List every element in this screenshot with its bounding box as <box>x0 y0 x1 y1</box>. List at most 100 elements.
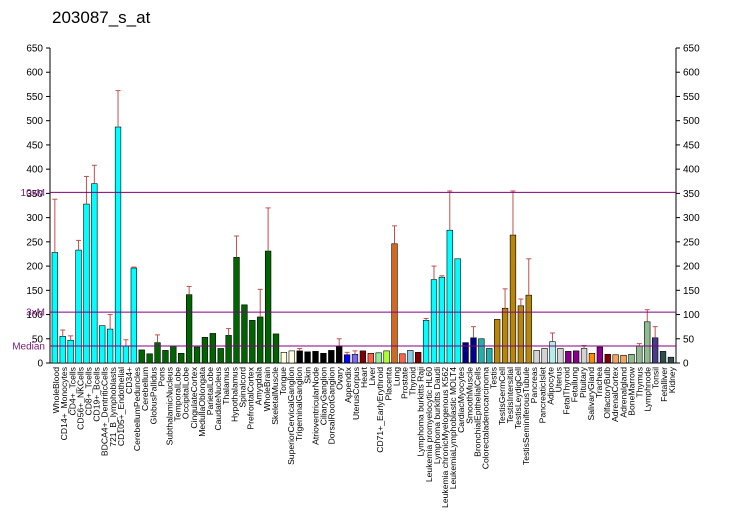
y-tick-label-left: 250 <box>26 237 43 248</box>
category-label: Cerebellum <box>140 367 150 411</box>
bar <box>415 352 422 364</box>
bar <box>146 353 153 364</box>
category-label: PancreaticIslet <box>537 366 547 423</box>
bar <box>320 353 327 364</box>
category-label: Prostate <box>400 367 410 399</box>
bar <box>351 353 359 364</box>
category-label: Thyroid <box>408 367 418 396</box>
bar <box>446 229 453 364</box>
y-tick-label-left: 600 <box>26 68 43 79</box>
reference-line-label: 3xM <box>26 308 45 319</box>
bar <box>343 354 351 364</box>
category-label: Spinalcord <box>237 367 247 408</box>
y-tick-label-left: 0 <box>37 359 43 370</box>
y-tick-label-left: 450 <box>26 140 43 151</box>
y-tick-label-right: 600 <box>683 68 700 79</box>
category-label: Testis <box>489 367 499 389</box>
bar <box>486 348 493 364</box>
y-tick-label-right: 550 <box>683 92 700 103</box>
category-label: CD34+ <box>124 367 134 394</box>
bar <box>114 126 122 364</box>
bar <box>178 353 185 364</box>
bar <box>430 279 438 364</box>
category-label: AdrenalCortex <box>610 366 620 422</box>
bar <box>462 342 469 364</box>
bar <box>620 354 627 364</box>
bar <box>336 345 343 364</box>
bar <box>67 339 74 364</box>
bar <box>209 333 216 364</box>
bar <box>612 354 619 364</box>
bar <box>328 350 335 364</box>
bar <box>312 351 319 364</box>
bar <box>241 304 248 364</box>
category-label: MedullaOblongata <box>197 367 207 437</box>
bar <box>185 294 193 364</box>
bar <box>304 351 311 364</box>
bar <box>470 337 477 364</box>
category-label: TestisSeminiferousTubule <box>521 367 531 465</box>
y-tick-label-right: 100 <box>683 310 700 321</box>
bar <box>438 276 446 364</box>
bar <box>549 341 556 364</box>
category-label: CardiacMyocytes <box>456 367 466 433</box>
bar <box>217 348 224 364</box>
category-label: TrigeminalGanglion <box>294 367 304 441</box>
category-label: CaudateNucleus <box>213 367 223 431</box>
category-label: CD19+_Bcells <box>92 367 102 422</box>
bar <box>636 345 643 364</box>
y-tick-label-right: 400 <box>683 165 700 176</box>
bar <box>604 353 611 364</box>
bar <box>367 353 374 364</box>
category-label: Lymphnode <box>643 367 653 412</box>
category-label: Amygdala <box>254 367 264 405</box>
category-label: TestisLeydigCell <box>513 367 523 429</box>
bar <box>257 316 264 364</box>
category-label: GlobusPallidus <box>148 367 158 424</box>
category-label: Adipocyte <box>545 367 555 405</box>
category-label: CingulateCortex <box>189 366 199 428</box>
bar <box>193 346 201 364</box>
category-label: CD8+_Tcells <box>83 367 93 415</box>
bar <box>59 336 66 364</box>
bar <box>288 350 295 364</box>
category-label: Trachea <box>594 367 604 398</box>
y-tick-label-left: 150 <box>26 286 43 297</box>
bar <box>533 350 540 364</box>
bar <box>99 325 106 364</box>
category-label: Leukemia promyelocytic HL60 <box>424 367 434 482</box>
bar <box>422 320 430 364</box>
category-label: BoneMarrow <box>626 366 636 416</box>
category-label: UterusCorpus <box>351 367 361 420</box>
category-label: Placenta <box>383 367 393 401</box>
category-label: Pons <box>156 367 166 387</box>
bar <box>580 348 588 364</box>
category-label: CerebellumPeduncles <box>132 367 142 451</box>
bar <box>225 335 232 364</box>
bar <box>399 353 406 364</box>
category-label: SubthalamicNucleus <box>165 367 175 445</box>
y-tick-label-right: 0 <box>683 359 689 370</box>
category-label: Hypothalamus <box>229 367 239 422</box>
category-label: TemporalLobe <box>173 367 183 422</box>
y-tick-label-left: 550 <box>26 92 43 103</box>
bar <box>454 258 461 364</box>
category-label: Thymus <box>635 367 645 398</box>
category-label: Tongue <box>278 367 288 395</box>
category-label: CD14+_Monocytes <box>59 367 69 440</box>
bar <box>359 350 367 364</box>
category-label: Fetallung <box>570 367 580 403</box>
y-tick-label-left: 50 <box>32 334 44 345</box>
bar <box>501 307 509 364</box>
bar <box>596 346 603 364</box>
category-label: Lymphoma burkitts Raji <box>416 367 426 457</box>
bar <box>280 352 288 364</box>
y-tick-label-right: 450 <box>683 140 700 151</box>
y-tick-label-right: 50 <box>683 334 695 345</box>
category-label: Lung <box>391 367 401 386</box>
bar <box>659 351 667 364</box>
category-label: SalivaryGland <box>586 367 596 421</box>
bar <box>383 350 390 364</box>
category-label: BronchialEpithelialCells <box>472 367 482 457</box>
